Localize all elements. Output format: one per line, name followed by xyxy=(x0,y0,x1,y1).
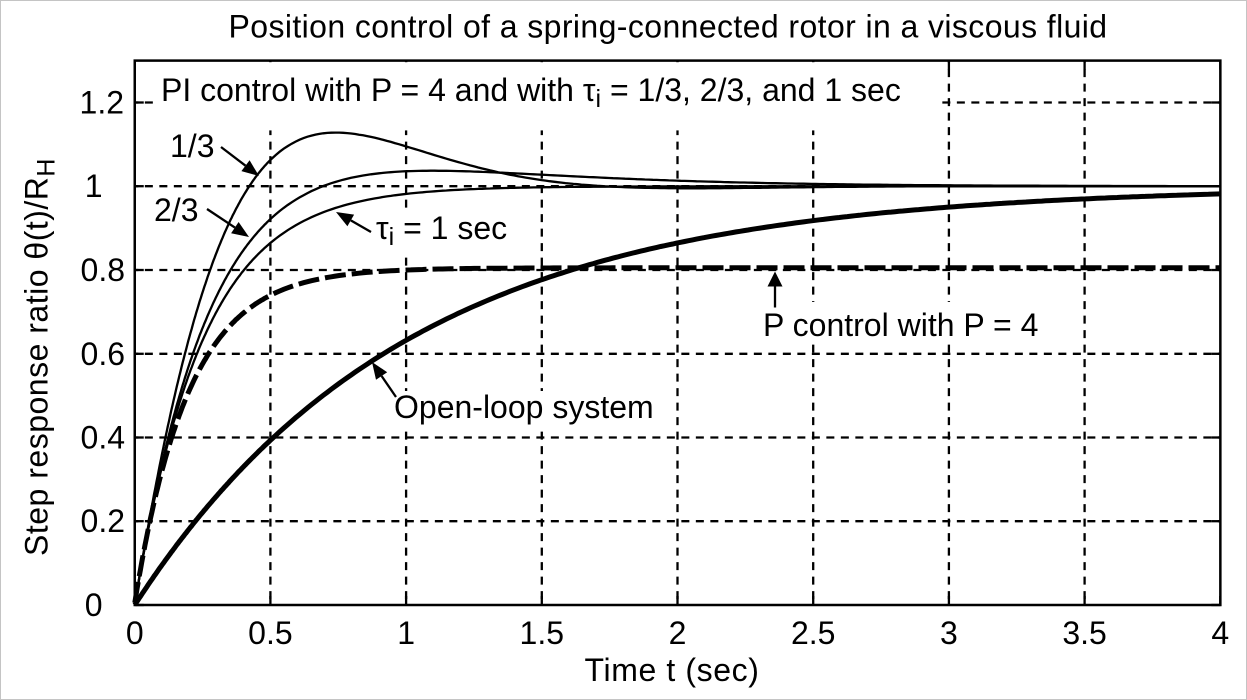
svg-text:0.6: 0.6 xyxy=(81,336,125,372)
svg-text:0.4: 0.4 xyxy=(81,420,125,456)
svg-text:1: 1 xyxy=(397,615,415,651)
svg-text:4: 4 xyxy=(1211,615,1229,651)
svg-text:0: 0 xyxy=(126,615,144,651)
svg-text:1: 1 xyxy=(85,168,103,204)
svg-text:1.5: 1.5 xyxy=(520,615,564,651)
svg-text:1/3: 1/3 xyxy=(170,128,214,164)
svg-text:0.2: 0.2 xyxy=(81,503,125,539)
svg-text:3.5: 3.5 xyxy=(1062,615,1106,651)
svg-text:3: 3 xyxy=(940,615,958,651)
svg-text:τi = 1 sec: τi = 1 sec xyxy=(376,210,507,251)
svg-text:0.5: 0.5 xyxy=(248,615,292,651)
svg-text:Time t (sec): Time t (sec) xyxy=(585,652,760,688)
svg-text:PI control with P = 4 and with: PI control with P = 4 and with τi = 1/3,… xyxy=(161,72,901,113)
svg-text:2/3: 2/3 xyxy=(154,192,198,228)
svg-text:2.5: 2.5 xyxy=(791,615,835,651)
svg-text:0: 0 xyxy=(85,587,103,623)
svg-text:Step response ratio θ(t)/RH: Step response ratio θ(t)/RH xyxy=(19,158,61,556)
svg-text:1.2: 1.2 xyxy=(80,85,124,121)
svg-text:Position control of a spring-c: Position control of a spring-connected r… xyxy=(229,9,1108,45)
svg-text:2: 2 xyxy=(669,615,687,651)
svg-text:Open-loop system: Open-loop system xyxy=(394,389,654,425)
svg-text:P control with P = 4: P control with P = 4 xyxy=(763,307,1038,343)
svg-text:0.8: 0.8 xyxy=(81,252,125,288)
